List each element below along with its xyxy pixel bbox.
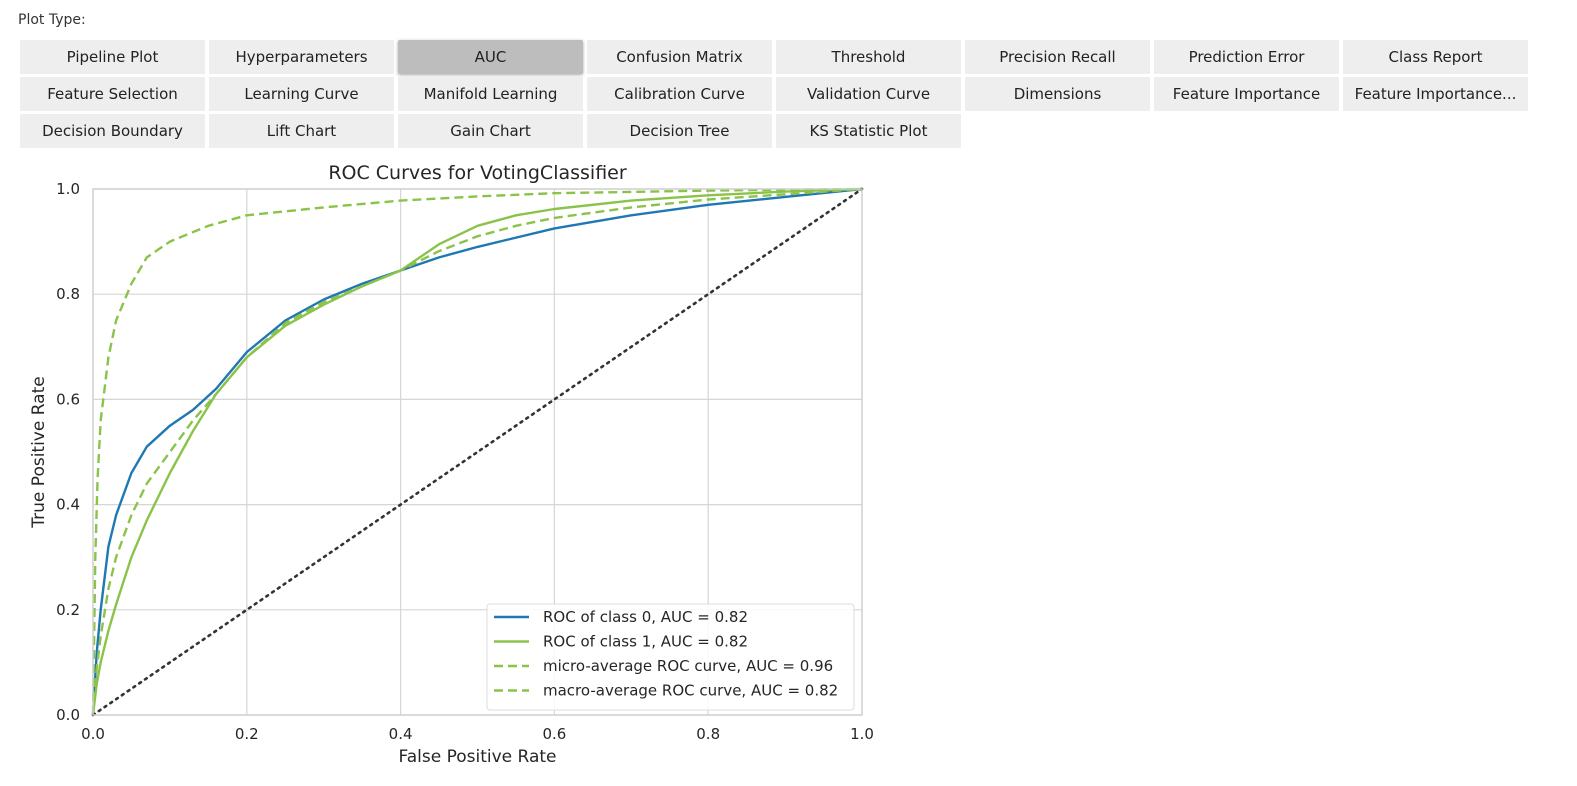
- x-tick-label: 1.0: [850, 725, 874, 743]
- y-axis-label: True Positive Rate: [29, 376, 49, 528]
- legend-label: ROC of class 1, AUC = 0.82: [543, 633, 748, 651]
- y-tick-label: 1.0: [56, 180, 80, 198]
- x-tick-label: 0.8: [696, 725, 720, 743]
- x-axis-label: False Positive Rate: [399, 747, 557, 767]
- chart-title: ROC Curves for VotingClassifier: [328, 162, 627, 184]
- plot-button-decision-tree[interactable]: Decision Tree: [587, 114, 772, 148]
- legend-label: ROC of class 0, AUC = 0.82: [543, 608, 748, 626]
- plot-button-calibration-curve[interactable]: Calibration Curve: [587, 77, 772, 111]
- y-tick-label: 0.8: [56, 285, 80, 303]
- x-tick-label: 0.0: [81, 725, 105, 743]
- plot-button-class-report[interactable]: Class Report: [1343, 40, 1528, 74]
- plot-button-learning-curve[interactable]: Learning Curve: [209, 77, 394, 111]
- plot-button-dimensions[interactable]: Dimensions: [965, 77, 1150, 111]
- plot-button-confusion-matrix[interactable]: Confusion Matrix: [587, 40, 772, 74]
- plot-frame: [92, 188, 863, 716]
- series-line-roc-of-class-0-auc-0-82: [91, 187, 863, 716]
- legend-label: macro-average ROC curve, AUC = 0.82: [543, 682, 838, 700]
- y-tick-label: 0.4: [56, 496, 80, 514]
- legend-box: [486, 603, 855, 711]
- plot-button-threshold[interactable]: Threshold: [776, 40, 961, 74]
- plot-button-prediction-error[interactable]: Prediction Error: [1154, 40, 1339, 74]
- series-line-macro-average-roc-curve-auc-0-82: [91, 187, 863, 716]
- plot-button-feature-importance[interactable]: Feature Importance...: [1343, 77, 1528, 111]
- series-line-roc-of-class-1-auc-0-82: [91, 187, 863, 716]
- plot-button-validation-curve[interactable]: Validation Curve: [776, 77, 961, 111]
- x-tick-label: 0.6: [542, 725, 566, 743]
- plot-button-hyperparameters[interactable]: Hyperparameters: [209, 40, 394, 74]
- series-line-micro-average-roc-curve-auc-0-96: [91, 187, 863, 716]
- plot-button-lift-chart[interactable]: Lift Chart: [209, 114, 394, 148]
- plot-button-decision-boundary[interactable]: Decision Boundary: [20, 114, 205, 148]
- plot-button-gain-chart[interactable]: Gain Chart: [398, 114, 583, 148]
- plot-button-feature-selection[interactable]: Feature Selection: [20, 77, 205, 111]
- plot-button-manifold-learning[interactable]: Manifold Learning: [398, 77, 583, 111]
- y-tick-label: 0.0: [56, 706, 80, 724]
- roc-chart: 0.0 0.2 0.4 0.6 0.8 1.0 0.0 0.2 0.4 0.6 0.8 1.0 ROC …: [29, 162, 874, 767]
- x-tick-label: 0.4: [389, 725, 413, 743]
- plot-button-precision-recall[interactable]: Precision Recall: [965, 40, 1150, 74]
- series-line-chance: [91, 187, 864, 717]
- plot-button-auc[interactable]: AUC: [398, 40, 583, 74]
- plot-button-pipeline-plot[interactable]: Pipeline Plot: [20, 40, 205, 74]
- plot-button-ks-statistic-plot[interactable]: KS Statistic Plot: [776, 114, 961, 148]
- plot-type-button-grid: Pipeline Plot Hyperparameters AUC Confusion…: [20, 40, 1532, 148]
- x-tick-label: 0.2: [235, 725, 259, 743]
- plot-button-feature-importance[interactable]: Feature Importance: [1154, 77, 1339, 111]
- legend-label: micro-average ROC curve, AUC = 0.96: [543, 657, 833, 675]
- plot-type-label: Plot Type:: [18, 12, 86, 28]
- y-tick-label: 0.6: [56, 390, 80, 408]
- y-tick-label: 0.2: [56, 601, 80, 619]
